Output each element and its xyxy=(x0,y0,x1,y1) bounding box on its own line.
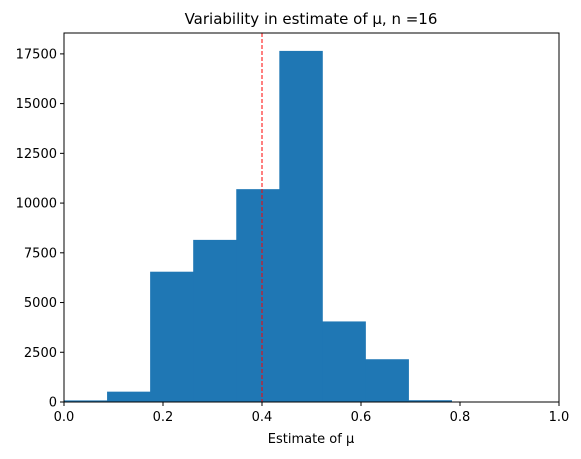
histogram-bar-4 xyxy=(236,189,280,402)
x-tick-label-3: 0.6 xyxy=(351,410,372,425)
x-tick-label-2: 0.4 xyxy=(252,410,273,425)
histogram-bar-5 xyxy=(279,50,323,403)
chart-title: Variability in estimate of μ, n =16 xyxy=(185,10,438,28)
x-tick-label-1: 0.2 xyxy=(153,410,174,425)
histogram-bar-6 xyxy=(322,321,366,402)
y-tick-label-3: 7500 xyxy=(24,246,57,261)
bars-group xyxy=(64,50,496,403)
y-tick-label-7: 17500 xyxy=(16,47,57,62)
histogram-bar-7 xyxy=(365,359,409,402)
y-tick-label-0: 0 xyxy=(49,396,57,411)
x-axis-ticks: 0.0 0.2 0.4 0.6 0.8 1.0 xyxy=(54,402,570,425)
x-tick-label-5: 1.0 xyxy=(549,410,570,425)
histogram-bar-8 xyxy=(408,400,452,402)
histogram-bar-0 xyxy=(64,400,108,402)
y-tick-label-4: 10000 xyxy=(16,197,57,212)
histogram-bar-2 xyxy=(150,271,194,402)
y-axis-ticks: 0 2500 5000 7500 10000 12500 15000 17500 xyxy=(16,47,64,411)
y-tick-label-6: 15000 xyxy=(16,97,57,112)
x-tick-label-4: 0.8 xyxy=(450,410,471,425)
histogram-bar-1 xyxy=(107,391,151,402)
x-tick-label-0: 0.0 xyxy=(54,410,75,425)
x-axis-label: Estimate of μ xyxy=(268,432,355,447)
y-tick-label-2: 5000 xyxy=(24,296,57,311)
histogram-bar-3 xyxy=(193,239,237,402)
y-tick-label-1: 2500 xyxy=(24,346,57,361)
y-tick-label-5: 12500 xyxy=(16,147,57,162)
plot-frame xyxy=(63,32,560,403)
